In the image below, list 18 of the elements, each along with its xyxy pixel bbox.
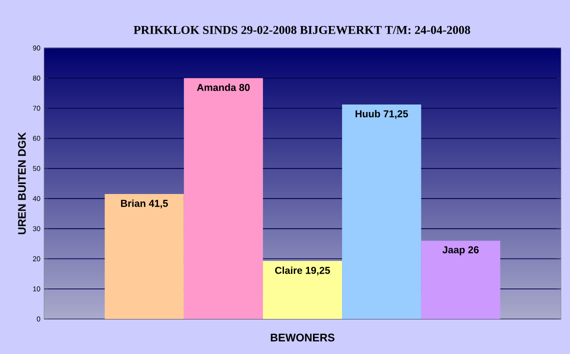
bar: [421, 240, 500, 319]
data-label: 41,5: [148, 200, 168, 208]
series-label: Brian: [121, 200, 146, 207]
series-label: Huub: [356, 110, 380, 118]
data-label: 71,25: [384, 110, 408, 119]
data-label: 26: [468, 246, 479, 254]
bar: [184, 78, 263, 319]
series-label: Amanda: [196, 84, 236, 91]
data-label: 19,25: [306, 266, 330, 276]
bar: [104, 194, 184, 319]
y-axis-title: UREN BUITEN DGK: [18, 132, 26, 234]
chart-title: PRIKKLOK SINDS 29-02-2008 BIJGEWERKT T/M: 24-04-2008: [134, 26, 470, 34]
data-label: 80: [239, 84, 250, 91]
x-axis-title: BEWONERS: [270, 334, 334, 342]
series-label: Claire: [275, 266, 302, 274]
bar: [262, 261, 342, 319]
series-label: Jaap: [442, 246, 465, 256]
bar: [342, 104, 422, 319]
